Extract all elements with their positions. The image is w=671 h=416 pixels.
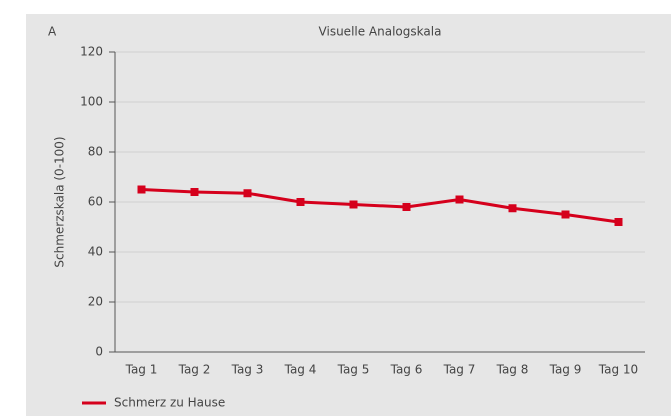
point <box>190 188 199 196</box>
y-tick-label: 80 <box>88 145 103 159</box>
point <box>137 185 146 194</box>
point <box>508 204 517 213</box>
y-tick-label: 60 <box>88 195 103 209</box>
x-tick-label: Tag 7 <box>443 363 476 377</box>
x-tick-label: Tag 4 <box>284 363 317 377</box>
point <box>243 189 252 198</box>
chart-title: Visuelle Analogskala <box>319 25 442 39</box>
point <box>561 210 570 219</box>
x-tick-label: Tag 5 <box>337 363 370 377</box>
x-tick-label: Tag 8 <box>496 363 529 377</box>
x-tick-label: Tag 2 <box>178 363 211 377</box>
y-tick-label: 20 <box>88 295 103 309</box>
series-line <box>141 188 619 224</box>
x-tick-label: Tag 10 <box>598 363 638 377</box>
x-tick-label: Tag 1 <box>125 363 158 377</box>
point <box>614 218 623 226</box>
x-tick-label: Tag 9 <box>549 363 582 377</box>
y-tick-label: 40 <box>88 245 103 259</box>
y-tick-label: 0 <box>95 345 103 359</box>
panel-label: A <box>48 25 57 39</box>
y-axis-label: Schmerzskala (0-100) <box>53 136 67 267</box>
x-tick-label: Tag 3 <box>231 363 264 377</box>
point <box>296 198 305 206</box>
legend-label: Schmerz zu Hause <box>114 396 225 410</box>
point <box>455 195 464 204</box>
x-tick-label: Tag 6 <box>390 363 423 377</box>
y-tick-label: 120 <box>80 45 103 59</box>
point <box>402 203 411 211</box>
y-tick-label: 100 <box>80 95 103 109</box>
point <box>349 200 358 209</box>
